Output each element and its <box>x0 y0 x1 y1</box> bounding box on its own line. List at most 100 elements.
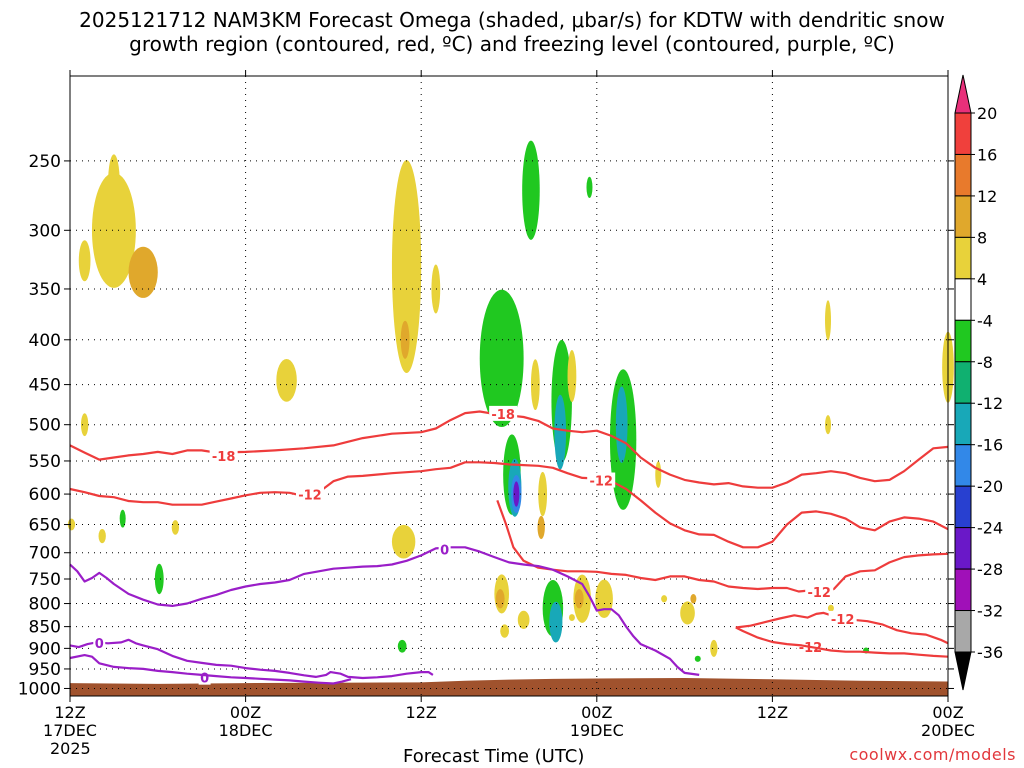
omega-region-23 <box>495 589 505 609</box>
contour-label-1-0: -12 <box>298 489 322 504</box>
omega-region-12 <box>400 320 410 359</box>
omega-region-1 <box>128 246 158 298</box>
contour-label-bg <box>828 610 857 626</box>
omega-region-8 <box>171 520 180 535</box>
y-tick-label-300: 300 <box>29 221 61 241</box>
omega-region-42 <box>661 595 668 603</box>
colorbar-label-7: -12 <box>977 394 1003 413</box>
colorbar-label-10: -24 <box>977 519 1003 538</box>
x-tick-label-12-1: 18DEC <box>219 721 273 740</box>
omega-region-44 <box>690 593 697 604</box>
x-tick-label-0-1: 17DEC <box>43 721 97 740</box>
omega-region-0 <box>91 172 136 288</box>
omega-region-38 <box>595 579 613 619</box>
contour-label-bg <box>587 472 616 488</box>
colorbar-label-8: -16 <box>977 436 1003 455</box>
y-tick-label-950: 950 <box>29 660 61 680</box>
omega-shading-layer <box>67 140 954 662</box>
colorbar-top-arrow <box>954 74 972 114</box>
colorbar-label-12: -32 <box>977 602 1003 621</box>
contour-label-1-1: -12 <box>589 475 613 490</box>
omega-region-26 <box>530 359 540 411</box>
omega-region-24 <box>500 624 509 638</box>
colorbar-label-0: 20 <box>977 104 997 123</box>
colorbar-box-2 <box>954 153 972 197</box>
y-tick-label-350: 350 <box>29 280 61 300</box>
omega-region-33 <box>567 350 577 403</box>
y-tick-label-550: 550 <box>29 452 61 472</box>
y-tick-label-700: 700 <box>29 544 61 564</box>
omega-region-40 <box>615 386 628 463</box>
omega-region-30 <box>554 394 567 470</box>
omega-region-4 <box>80 413 89 437</box>
y-tick-label-1000: 1000 <box>18 679 61 699</box>
omega-region-27 <box>538 471 548 517</box>
colorbar-box-6 <box>954 319 972 363</box>
omega-region-49 <box>827 604 834 612</box>
colorbar-box-11 <box>954 527 972 570</box>
colorbar-box-13 <box>954 610 972 653</box>
y-tick-label-650: 650 <box>29 516 61 536</box>
x-tick-label-0-2: 2025 <box>50 739 91 758</box>
y-tick-label-750: 750 <box>29 570 61 590</box>
omega-region-6 <box>98 528 106 544</box>
x-tick-label-60-0: 00Z <box>932 703 963 722</box>
omega-region-3 <box>78 240 91 282</box>
omega-region-16 <box>522 140 540 240</box>
colorbar-box-10 <box>954 485 972 529</box>
y-tick-label-600: 600 <box>29 485 61 505</box>
omega-region-13 <box>391 524 416 559</box>
omega-region-41 <box>655 461 662 488</box>
colorbar-label-11: -28 <box>977 560 1003 579</box>
colorbar-box-7 <box>954 361 972 404</box>
contour-label-bg <box>438 541 451 557</box>
contour-label-bg <box>489 405 518 421</box>
contour-label-bg <box>93 634 106 650</box>
x-tick-label-60-1: 20DEC <box>921 721 975 740</box>
y-tick-label-850: 850 <box>29 618 61 638</box>
contour-label-bg <box>805 583 834 599</box>
ground-surface <box>70 678 948 696</box>
contour-line-2 <box>496 500 949 594</box>
colorbar-bottom-arrow <box>954 651 972 691</box>
y-tick-label-500: 500 <box>29 416 61 436</box>
y-tick-label-800: 800 <box>29 595 61 615</box>
colorbar-box-5 <box>954 278 972 321</box>
colorbar-label-9: -20 <box>977 477 1003 496</box>
omega-region-46 <box>710 639 718 657</box>
colorbar-label-4: 4 <box>977 270 987 289</box>
omega-region-43 <box>680 601 695 625</box>
omega-region-32 <box>549 601 563 643</box>
contour-label-bg <box>209 448 238 464</box>
contour-line-6 <box>69 638 434 680</box>
y-tick-label-900: 900 <box>29 639 61 659</box>
colorbar-box-1 <box>954 112 972 155</box>
omega-region-7 <box>119 509 126 528</box>
colorbar-label-5: -4 <box>977 311 993 330</box>
y-tick-label-450: 450 <box>29 376 61 396</box>
omega-region-25 <box>517 610 530 629</box>
x-tick-label-48-0: 12Z <box>757 703 788 722</box>
contour-label-bg <box>295 486 324 502</box>
colorbar-box-8 <box>954 402 972 446</box>
omega-region-37 <box>574 589 584 609</box>
x-axis-title: Forecast Time (UTC) <box>403 746 585 767</box>
y-tick-label-250: 250 <box>29 152 61 172</box>
colorbar-label-13: -36 <box>977 643 1003 662</box>
ground-surface-layer <box>70 678 948 696</box>
colorbar-box-3 <box>954 195 972 238</box>
x-tick-label-0-0: 12Z <box>54 703 85 722</box>
contour-label-2-0: -12 <box>807 586 831 601</box>
contour-label-0-1: -18 <box>491 408 515 423</box>
colorbar-label-3: 8 <box>977 228 987 247</box>
contour-label-3-0: -12 <box>831 613 855 628</box>
colorbar-label-1: 16 <box>977 145 997 164</box>
contour-line-0 <box>69 410 949 489</box>
contour-label-5-0: 0 <box>440 543 449 558</box>
x-tick-label-36-0: 00Z <box>581 703 612 722</box>
omega-region-9 <box>154 563 164 595</box>
contour-label-0-0: -18 <box>212 450 236 465</box>
chart-title-line-1: 2025121712 NAM3KM Forecast Omega (shaded… <box>79 8 945 32</box>
